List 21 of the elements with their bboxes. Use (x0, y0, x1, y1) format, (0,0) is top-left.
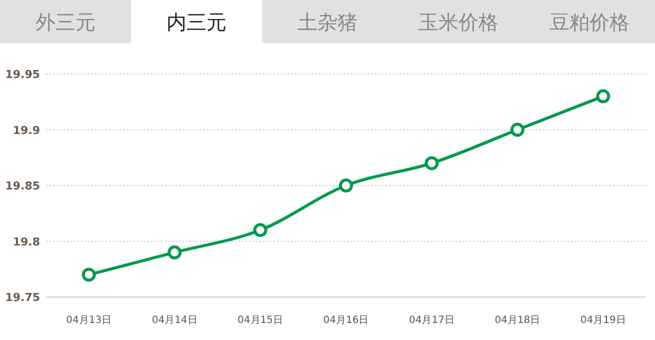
chart-title: 内三元 (166, 10, 226, 34)
y-tick-label: 19.75 (5, 291, 40, 304)
x-tick-label: 04月16日 (323, 315, 369, 326)
point (424, 156, 439, 170)
y-tick-label: 19.9 (12, 124, 40, 137)
x-tick-label: 04月19日 (580, 315, 626, 326)
x-tick-label: 04月15日 (238, 315, 284, 326)
x-tick-label: 04月14日 (152, 315, 198, 326)
point (596, 89, 610, 104)
point (339, 178, 353, 192)
x-tick-label: 04月17日 (408, 315, 454, 326)
y-tick-label: 19.95 (5, 68, 40, 81)
point (82, 268, 96, 282)
point (253, 223, 268, 238)
tabs: 外三元 内三元 土杂猪 玉米价格 豆粕价格 (0, 0, 655, 43)
point (168, 245, 182, 260)
x-tick-label: 04月18日 (494, 315, 540, 326)
x-tick-label: 04月13日 (66, 315, 112, 326)
y-tick-label: 19.8 (12, 235, 40, 248)
y-tick-label: 19.85 (5, 180, 40, 192)
point (510, 122, 524, 137)
